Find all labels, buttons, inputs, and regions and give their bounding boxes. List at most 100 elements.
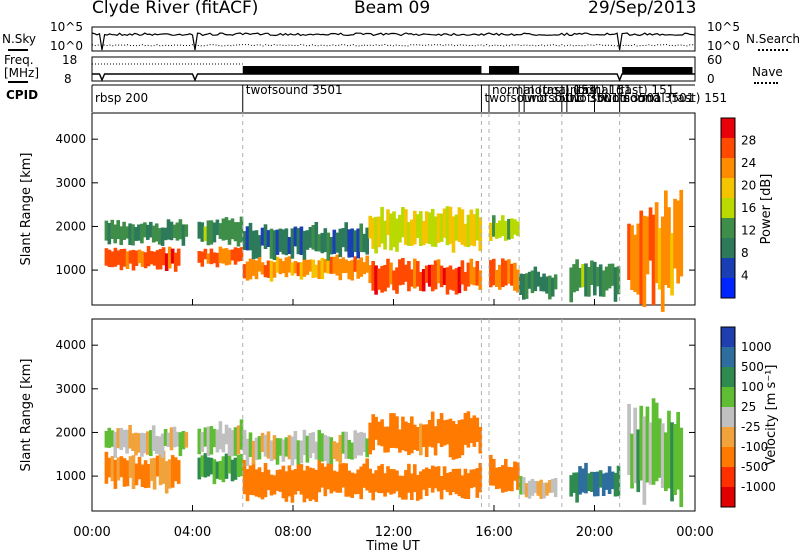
- heatmap-cell: [275, 438, 280, 465]
- heatmap-cell: [263, 265, 268, 278]
- heatmap-cell: [128, 223, 132, 245]
- heatmap-cell: [176, 460, 181, 484]
- heatmap-cell: [392, 469, 396, 494]
- heatmap-cell: [676, 200, 680, 284]
- velocity-cbar-swatch: [721, 407, 735, 428]
- heatmap-cell: [230, 218, 235, 240]
- heatmap-cell: [170, 455, 175, 488]
- freq-trace: [92, 73, 695, 82]
- heatmap-cell: [454, 424, 459, 459]
- heatmap-cell: [178, 432, 183, 457]
- heatmap-cell: [545, 482, 549, 496]
- heatmap-cell: [660, 423, 665, 488]
- heatmap-cell: [299, 262, 304, 280]
- heatmap-cell: [227, 220, 232, 245]
- cpid-segment-label: twofsound 3501: [484, 91, 581, 105]
- heatmap-cell: [149, 251, 154, 265]
- heatmap-cell: [151, 225, 156, 243]
- heatmap-cell: [407, 423, 411, 456]
- heatmap-cell: [236, 425, 241, 455]
- heatmap-cell: [430, 208, 435, 247]
- heatmap-cell: [251, 259, 256, 276]
- velocity-cbar-swatch: [721, 487, 735, 508]
- heatmap-cell: [457, 468, 462, 497]
- heatmap-cell: [501, 465, 505, 493]
- heatmap-cell: [299, 464, 304, 495]
- heatmap-cell: [338, 434, 343, 465]
- heatmap-cell: [197, 251, 202, 263]
- heatmap-cell: [542, 273, 546, 292]
- heatmap-cell: [239, 247, 244, 261]
- heatmap-cell: [233, 247, 238, 265]
- heatmap-cell: [472, 214, 477, 247]
- heatmap-cell: [299, 440, 304, 464]
- nsky-tick-bottom-left: 10^0: [50, 39, 83, 53]
- heatmap-cell: [442, 420, 447, 446]
- heatmap-cell: [296, 262, 301, 277]
- heatmap-cell: [224, 217, 229, 240]
- heatmap-cell: [338, 259, 343, 281]
- heatmap-cell: [281, 465, 286, 499]
- heatmap-cell: [445, 419, 450, 445]
- heatmap-cell: [242, 429, 247, 455]
- cpid-segment-label: normal (fast) 151: [492, 83, 596, 97]
- heatmap-cell: [416, 214, 420, 238]
- heatmap-cell: [305, 465, 310, 499]
- heatmap-cell: [630, 433, 634, 489]
- heatmap-cell: [383, 426, 387, 453]
- heatmap-cell: [670, 422, 674, 502]
- heatmap-cell: [293, 261, 298, 274]
- heatmap-cell: [110, 219, 115, 239]
- heatmap-cell: [275, 470, 280, 491]
- heatmap-cell: [645, 406, 650, 483]
- heatmap-cell: [386, 466, 390, 493]
- heatmap-cell: [251, 230, 256, 260]
- heatmap-cell: [424, 424, 429, 457]
- heatmap-cell: [251, 461, 256, 496]
- heatmap-cell: [329, 237, 334, 255]
- heatmap-cell: [278, 228, 283, 252]
- heatmap-cell: [578, 267, 582, 288]
- heatmap-cell: [448, 418, 453, 458]
- heatmap-cell: [254, 437, 259, 461]
- velocity-ylabel: Slant Range [km]: [19, 359, 34, 472]
- heatmap-cell: [308, 433, 313, 459]
- heatmap-cell: [380, 265, 384, 293]
- heatmap-cell: [436, 419, 441, 444]
- heatmap-cell: [215, 429, 220, 453]
- heatmap-cell: [445, 473, 450, 492]
- heatmap-cell: [272, 475, 277, 495]
- heatmap-cell: [362, 262, 366, 275]
- heatmap-cell: [527, 480, 532, 499]
- heatmap-cell: [166, 432, 171, 448]
- heatmap-cell: [320, 463, 325, 488]
- heatmap-cell: [107, 457, 112, 478]
- heatmap-cell: [125, 251, 130, 269]
- heatmap-cell: [230, 459, 235, 482]
- heatmap-cell: [524, 273, 529, 299]
- nsky-frame: [91, 26, 696, 52]
- heatmap-cell: [239, 419, 244, 450]
- heatmap-cell: [166, 219, 171, 240]
- heatmap-cell: [149, 430, 153, 456]
- heatmap-cell: [347, 229, 351, 258]
- power-cbar-label: Power [dB]: [759, 174, 774, 245]
- heatmap-cell: [248, 465, 253, 495]
- heatmap-cell: [233, 222, 238, 242]
- heatmap-cell: [149, 221, 153, 238]
- heatmap-cell: [158, 451, 163, 486]
- y-tick-label: 1000: [55, 469, 86, 483]
- heatmap-cell: [478, 270, 483, 290]
- y-tick-label: 2000: [55, 425, 86, 439]
- heatmap-cell: [203, 248, 208, 260]
- heatmap-cell: [377, 465, 381, 494]
- heatmap-cell: [498, 220, 502, 238]
- heatmap-cell: [642, 416, 647, 505]
- heatmap-cell: [627, 403, 631, 475]
- heatmap-cell: [209, 457, 214, 475]
- heatmap-cell: [161, 247, 166, 266]
- heatmap-cell: [572, 264, 576, 293]
- heatmap-cell: [392, 270, 396, 291]
- y-tick-label: 4000: [55, 338, 86, 352]
- x-tick-label: 12:00: [375, 525, 412, 540]
